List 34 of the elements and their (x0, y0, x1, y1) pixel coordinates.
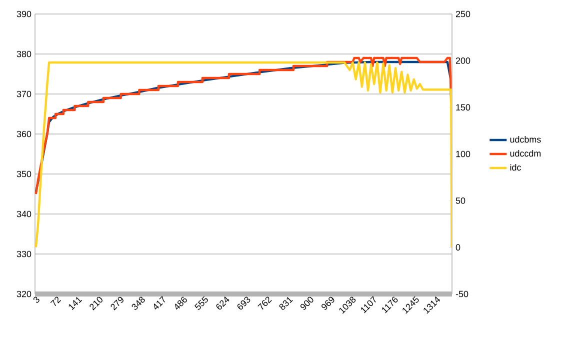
y2-tick-label: 150 (456, 104, 470, 111)
y2-tick-label: 100 (456, 150, 470, 158)
y2-tick-label: 0 (456, 244, 460, 251)
x-tick-label: 762 (258, 296, 272, 310)
y2-tick-label: 200 (456, 57, 470, 64)
x-tick-label: 624 (216, 296, 230, 310)
x-tick-label: 141 (68, 297, 82, 310)
y-tick-label: 380 (16, 50, 32, 58)
x-tick-label: 555 (194, 296, 208, 310)
y2-tick-label: -50 (456, 290, 468, 298)
x-tick-label: 72 (50, 296, 62, 306)
legend-label: udccdm (510, 150, 541, 157)
legend-label: udcbms (510, 136, 541, 143)
y-tick-label: 370 (16, 90, 32, 98)
legend-label: idc (510, 164, 521, 171)
x-tick-label: 831 (279, 297, 293, 310)
x-tick-label: 417 (154, 296, 165, 310)
y-tick-label: 360 (16, 130, 32, 138)
x-tick-label: 486 (175, 296, 187, 310)
y-tick-label: 340 (16, 210, 32, 218)
x-tick-label: 348 (132, 296, 145, 310)
y-tick-label: 390 (16, 10, 32, 18)
x-tick-label: 693 (237, 296, 250, 310)
y2-tick-label: 250 (456, 10, 470, 18)
y-tick-label: 330 (16, 250, 32, 258)
y2-tick-label: 50 (456, 197, 466, 204)
y-tick-label: 350 (16, 170, 32, 178)
x-tick-label: 969 (322, 296, 334, 310)
line-series (35, 61, 452, 248)
x-tick-label: 279 (110, 296, 124, 310)
x-tick-label: 210 (90, 296, 102, 310)
x-tick-label: 900 (300, 296, 314, 310)
y-tick-label: 320 (16, 290, 32, 298)
x-tick-label: 3 (33, 296, 40, 303)
